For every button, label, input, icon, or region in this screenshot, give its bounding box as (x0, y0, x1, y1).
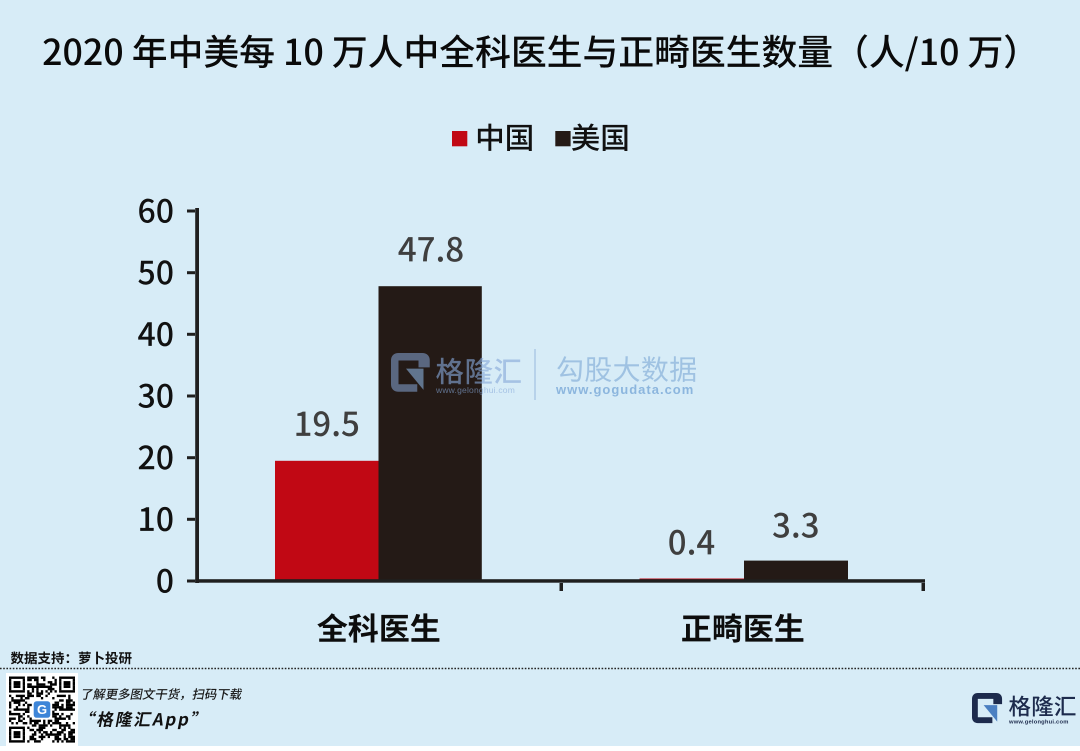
svg-text:www.gelonghui.com: www.gelonghui.com (1008, 719, 1069, 725)
svg-text:G: G (37, 702, 47, 717)
svg-text:www.gogudata.com: www.gogudata.com (555, 382, 694, 397)
svg-text:www.gelonghui.com: www.gelonghui.com (435, 385, 515, 395)
